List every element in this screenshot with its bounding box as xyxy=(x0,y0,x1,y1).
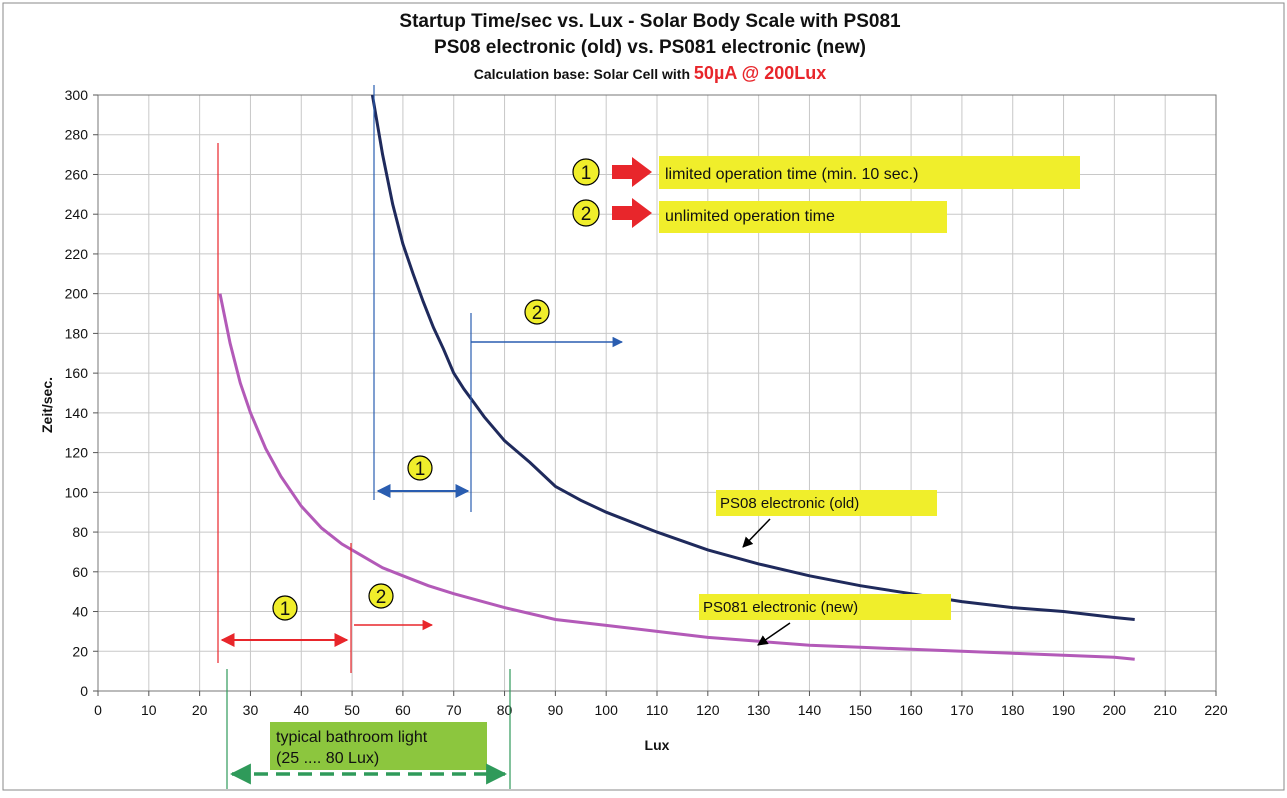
x-tick-label: 150 xyxy=(849,702,873,718)
svg-text:PS081 electronic (new): PS081 electronic (new) xyxy=(703,599,858,616)
legend-note-1-arrow-icon xyxy=(612,157,652,187)
bathroom-range: typical bathroom light (25 .... 80 Lux) xyxy=(226,669,511,789)
x-tick-label: 70 xyxy=(446,702,462,718)
y-tick-label: 80 xyxy=(72,524,88,540)
bathroom-label-box xyxy=(270,722,487,770)
y-tick-label: 300 xyxy=(65,87,89,103)
x-tick-label: 140 xyxy=(798,702,822,718)
svg-text:2: 2 xyxy=(532,303,543,324)
x-axis-label: Lux xyxy=(645,737,670,753)
y-tick-label: 60 xyxy=(72,564,88,580)
tick-layer: 0 10 20 30 40 50 60 70 80 90 100 110 120 130 140 150 160… xyxy=(65,87,1228,718)
svg-text:limited operation time (min. 1: limited operation time (min. 10 sec.) xyxy=(665,166,918,183)
y-tick-label: 20 xyxy=(72,643,88,659)
y-tick-label: 180 xyxy=(65,325,89,341)
y-tick-label: 120 xyxy=(65,445,89,461)
x-tick-label: 120 xyxy=(696,702,720,718)
chart-subtitle2: Calculation base: Solar Cell with 50µA @… xyxy=(474,63,826,83)
x-tick-label: 210 xyxy=(1154,702,1178,718)
x-tick-label: 50 xyxy=(344,702,360,718)
red-marker-2: 2 xyxy=(368,583,394,609)
legend-note-2: 2 unlimited operation time xyxy=(572,198,947,233)
x-tick-label: 180 xyxy=(1001,702,1025,718)
blue-marker-2: 2 xyxy=(524,299,550,325)
svg-text:PS08 electronic (old): PS08 electronic (old) xyxy=(720,495,859,512)
y-tick-label: 280 xyxy=(65,127,89,143)
blue-marker-1: 1 xyxy=(407,455,433,481)
y-tick-label: 260 xyxy=(65,166,89,182)
svg-text:unlimited operation time: unlimited operation time xyxy=(665,208,835,225)
svg-text:1: 1 xyxy=(581,163,592,184)
svg-text:1: 1 xyxy=(280,599,291,620)
x-tick-label: 30 xyxy=(243,702,259,718)
series-line-ps081-new xyxy=(218,293,1135,661)
svg-text:2: 2 xyxy=(581,204,592,225)
y-tick-label: 220 xyxy=(65,246,89,262)
x-tick-label: 160 xyxy=(899,702,923,718)
y-tick-label: 140 xyxy=(65,405,89,421)
legend-note-1: 1 limited operation time (min. 10 sec.) xyxy=(572,156,1080,189)
svg-text:1: 1 xyxy=(415,459,426,480)
subtitle2-highlight: 50µA @ 200Lux xyxy=(694,63,826,83)
series-label-old-pointer xyxy=(742,518,771,548)
x-tick-label: 20 xyxy=(192,702,208,718)
svg-text:2: 2 xyxy=(376,587,387,608)
y-tick-label: 100 xyxy=(65,484,89,500)
y-tick-label: 200 xyxy=(65,286,89,302)
chart-subtitle: PS08 electronic (old) vs. PS081 electron… xyxy=(434,37,866,58)
x-tick-label: 10 xyxy=(141,702,157,718)
x-tick-label: 190 xyxy=(1052,702,1076,718)
x-tick-label: 130 xyxy=(747,702,771,718)
bathroom-label-line1: typical bathroom light xyxy=(276,729,428,746)
y-tick-label: 160 xyxy=(65,365,89,381)
x-tick-label: 90 xyxy=(548,702,564,718)
series-label-new: PS081 electronic (new) xyxy=(699,594,951,646)
x-tick-label: 220 xyxy=(1204,702,1228,718)
y-tick-label: 240 xyxy=(65,206,89,222)
series-label-new-pointer xyxy=(757,622,791,646)
chart-title: Startup Time/sec vs. Lux - Solar Body Sc… xyxy=(399,11,901,32)
x-tick-label: 200 xyxy=(1103,702,1127,718)
series-label-old: PS08 electronic (old) xyxy=(716,490,937,548)
x-tick-label: 110 xyxy=(646,702,669,718)
x-tick-label: 80 xyxy=(497,702,513,718)
y-tick-label: 40 xyxy=(72,604,88,620)
y-tick-label: 0 xyxy=(80,683,88,699)
bathroom-label-line2: (25 .... 80 Lux) xyxy=(276,750,379,767)
x-tick-label: 100 xyxy=(595,702,619,718)
x-tick-label: 40 xyxy=(293,702,309,718)
y-axis-label: Zeit/sec. xyxy=(39,377,55,433)
red-marker-1: 1 xyxy=(272,595,298,621)
legend-note-2-arrow-icon xyxy=(612,198,652,228)
x-tick-label: 170 xyxy=(950,702,974,718)
x-tick-label: 60 xyxy=(395,702,411,718)
subtitle2-prefix: Calculation base: Solar Cell with xyxy=(474,66,694,82)
x-tick-label: 0 xyxy=(94,702,102,718)
